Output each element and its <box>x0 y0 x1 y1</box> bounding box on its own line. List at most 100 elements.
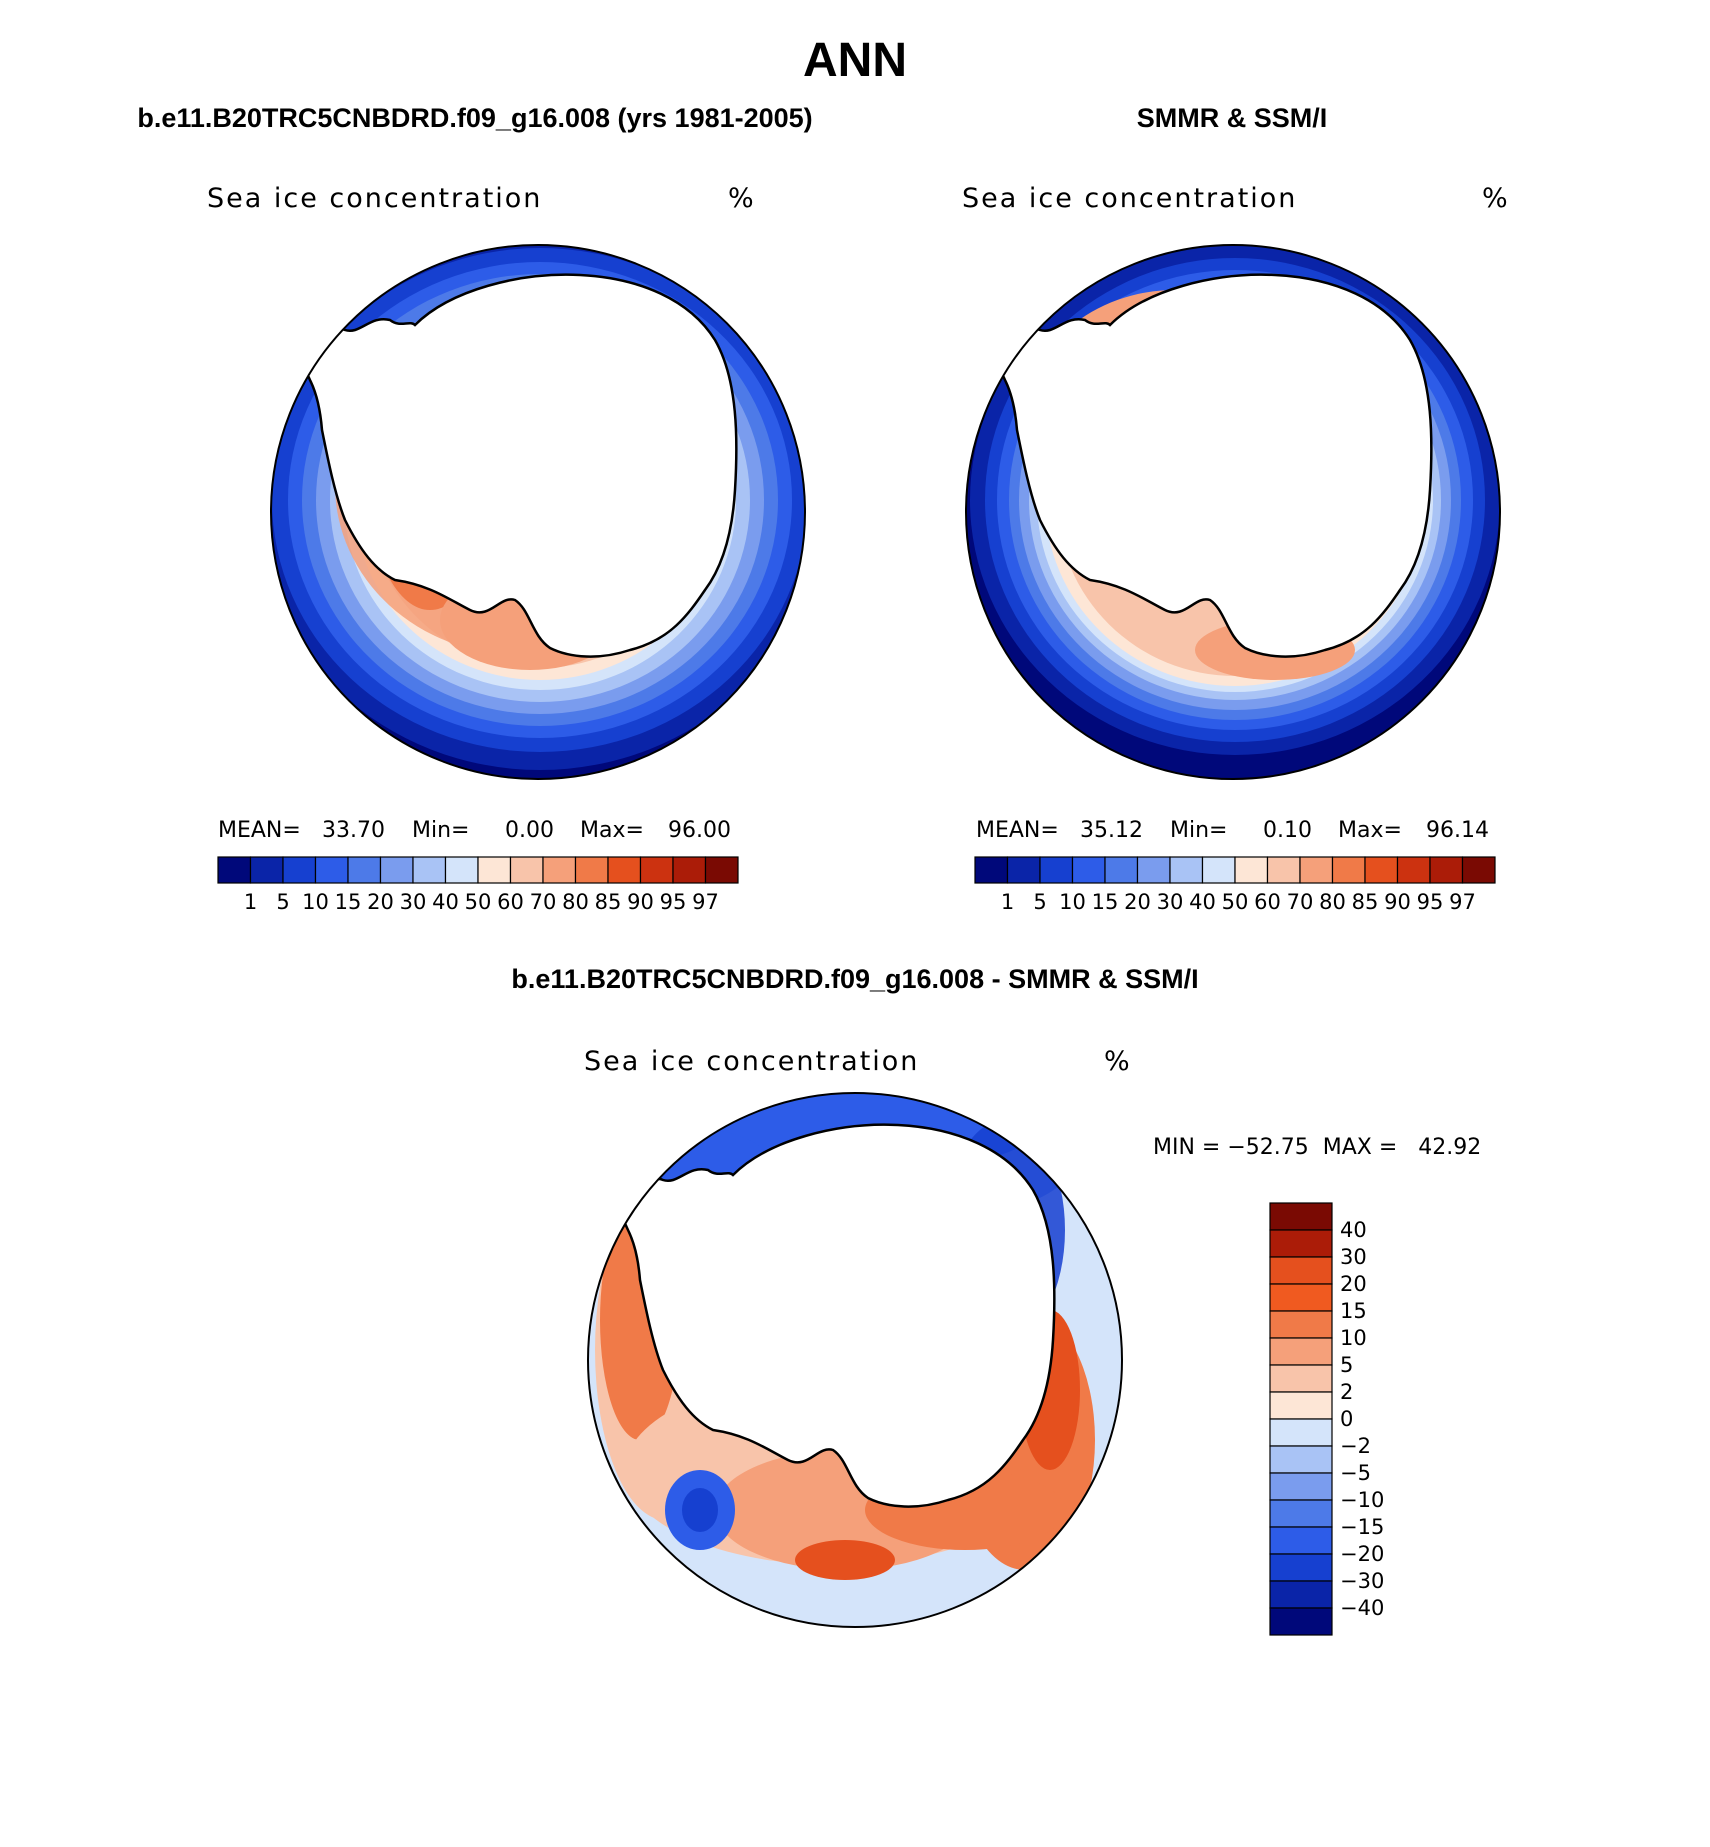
model-colorbar-tick-label: 20 <box>367 890 394 914</box>
obs-colorbar-tick-label: 85 <box>1352 890 1379 914</box>
model-colorbar-swatch <box>282 856 317 884</box>
model-colorbar-swatch <box>477 856 512 884</box>
obs-colorbar-swatch <box>1461 856 1496 884</box>
diff-colorbar-swatch <box>1269 1283 1333 1312</box>
panel-obs-header: SMMR & SSM/I <box>1137 103 1328 133</box>
model-colorbar-swatch <box>607 856 642 884</box>
panel-model-mean: 33.70 <box>322 818 385 843</box>
diff-colorbar-swatch <box>1269 1418 1333 1447</box>
model-colorbar-swatch <box>639 856 674 884</box>
panel-model-max: 96.00 <box>668 818 731 843</box>
diff-colorbar-swatch <box>1269 1499 1333 1528</box>
panel-obs-max: 96.14 <box>1426 818 1489 843</box>
panel-diff-units: % <box>1104 1046 1130 1077</box>
diff-colorbar-swatch <box>1269 1580 1333 1609</box>
diff-colorbar-swatch <box>1269 1256 1333 1285</box>
obs-colorbar-tick-label: 97 <box>1449 890 1476 914</box>
panel-model-subtitle: Sea ice concentration <box>207 183 542 214</box>
diff-colorbar-swatch <box>1269 1337 1333 1366</box>
diff-colorbar-tick-label: −40 <box>1340 1596 1384 1620</box>
model-colorbar-swatch <box>314 856 349 884</box>
model-colorbar-tick-label: 10 <box>302 890 329 914</box>
diff-colorbar-swatch <box>1269 1553 1333 1582</box>
obs-colorbar-tick-label: 15 <box>1092 890 1119 914</box>
obs-colorbar-swatch <box>1364 856 1399 884</box>
model-colorbar-tick-label: 60 <box>497 890 524 914</box>
panel-diff-header: b.e11.B20TRC5CNBDRD.f09_g16.008 - SMMR &… <box>511 964 1198 994</box>
panel-obs-min: 0.10 <box>1263 818 1312 843</box>
diff-colorbar-swatch <box>1269 1202 1333 1231</box>
panel-obs-units: % <box>1482 183 1508 214</box>
panel-model: b.e11.B20TRC5CNBDRD.f09_g16.008 (yrs 198… <box>137 103 812 914</box>
obs-colorbar-swatch <box>1071 856 1106 884</box>
obs-colorbar-swatch <box>974 856 1009 884</box>
obs-colorbar-swatch <box>1201 856 1236 884</box>
panel-model-stats: MEAN= 33.70 Min= 0.00 Max= 96.00 <box>218 818 731 843</box>
model-colorbar-tick-label: 40 <box>432 890 459 914</box>
panel-obs-max-label: Max= <box>1338 818 1402 843</box>
obs-colorbar-tick-label: 80 <box>1319 890 1346 914</box>
diff-colorbar-tick-label: 20 <box>1340 1272 1367 1296</box>
obs-colorbar-tick-label: 5 <box>1033 890 1046 914</box>
obs-colorbar-tick-label: 95 <box>1417 890 1444 914</box>
diff-colorbar-swatch <box>1269 1445 1333 1474</box>
obs-colorbar-swatch <box>1234 856 1269 884</box>
model-colorbar-tick-label: 97 <box>692 890 719 914</box>
panel-model-map <box>270 244 806 780</box>
obs-colorbar-swatch <box>1136 856 1171 884</box>
model-colorbar-tick-label: 95 <box>660 890 687 914</box>
panel-model-min: 0.00 <box>505 818 554 843</box>
obs-colorbar-tick-label: 60 <box>1254 890 1281 914</box>
panel-obs-min-label: Min= <box>1170 818 1227 843</box>
model-colorbar-tick-label: 50 <box>465 890 492 914</box>
panel-model-min-label: Min= <box>412 818 469 843</box>
model-colorbar-tick-label: 70 <box>530 890 557 914</box>
model-colorbar-tick-label: 80 <box>562 890 589 914</box>
obs-colorbar-tick-label: 1 <box>1001 890 1014 914</box>
panel-obs: SMMR & SSM/I Sea ice concentration % <box>962 103 1508 914</box>
obs-colorbar-tick-label: 20 <box>1124 890 1151 914</box>
panel-obs-mean-label: MEAN= <box>976 818 1059 843</box>
obs-colorbar-swatch <box>1429 856 1464 884</box>
panel-model-header: b.e11.B20TRC5CNBDRD.f09_g16.008 (yrs 198… <box>137 103 812 133</box>
model-colorbar-swatch <box>217 856 252 884</box>
obs-colorbar-tick-label: 40 <box>1189 890 1216 914</box>
diff-colorbar-swatch <box>1269 1364 1333 1393</box>
obs-colorbar-swatch <box>1331 856 1366 884</box>
diff-colorbar-tick-label: −10 <box>1340 1488 1384 1512</box>
obs-colorbar-tick-label: 70 <box>1287 890 1314 914</box>
diff-colorbar-swatch <box>1269 1310 1333 1339</box>
diff-colorbar-swatch <box>1269 1391 1333 1420</box>
figure-title: ANN <box>803 34 907 87</box>
diff-colorbar-tick-label: −2 <box>1340 1434 1371 1458</box>
model-colorbar-swatch <box>542 856 577 884</box>
panel-obs-map <box>965 244 1501 780</box>
obs-colorbar-tick-label: 90 <box>1384 890 1411 914</box>
diff-colorbar-swatch <box>1269 1229 1333 1258</box>
model-colorbar-swatch <box>574 856 609 884</box>
model-colorbar-tick-label: 85 <box>595 890 622 914</box>
panel-model-units: % <box>728 183 754 214</box>
model-colorbar-tick-label: 1 <box>244 890 257 914</box>
model-colorbar-swatch <box>704 856 739 884</box>
obs-colorbar-tick-label: 10 <box>1059 890 1086 914</box>
panel-diff-subtitle: Sea ice concentration <box>584 1046 919 1077</box>
diff-colorbar-tick-label: 30 <box>1340 1245 1367 1269</box>
obs-colorbar-swatch <box>1396 856 1431 884</box>
model-colorbar-tick-label: 15 <box>335 890 362 914</box>
panel-obs-colorbar: 1 5 10 15 20 30 40 50 60 70 80 85 90 95 97 <box>974 856 1496 914</box>
panel-model-mean-label: MEAN= <box>218 818 301 843</box>
panel-obs-mean: 35.12 <box>1080 818 1143 843</box>
obs-colorbar-swatch <box>1039 856 1074 884</box>
diff-colorbar-tick-label: 10 <box>1340 1326 1367 1350</box>
panel-obs-subtitle: Sea ice concentration <box>962 183 1297 214</box>
model-colorbar-swatch <box>509 856 544 884</box>
panel-diff-map <box>587 1092 1123 1628</box>
model-colorbar-swatch <box>412 856 447 884</box>
model-colorbar-tick-label: 5 <box>276 890 289 914</box>
model-colorbar-tick-label: 30 <box>400 890 427 914</box>
diff-colorbar-tick-label: −30 <box>1340 1569 1384 1593</box>
obs-colorbar-swatch <box>1104 856 1139 884</box>
